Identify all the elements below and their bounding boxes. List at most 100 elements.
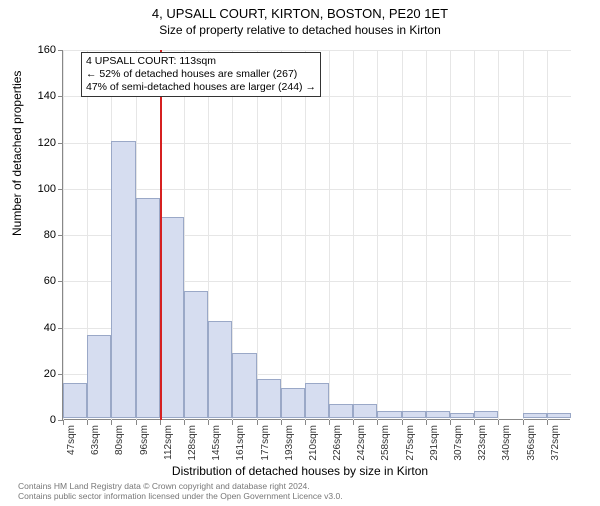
xtick-mark (474, 420, 475, 425)
histogram-bar (426, 411, 450, 418)
xtick-mark (208, 420, 209, 425)
gridline-v (281, 50, 282, 420)
plot-frame: 47sqm63sqm80sqm96sqm112sqm128sqm145sqm16… (62, 50, 570, 420)
xtick-label: 275sqm (405, 425, 416, 461)
annotation-line: 47% of semi-detached houses are larger (… (86, 81, 316, 94)
histogram-bar (257, 379, 281, 418)
gridline-v (353, 50, 354, 420)
ytick-label: 160 (8, 44, 56, 56)
annotation-line: 4 UPSALL COURT: 113sqm (86, 55, 316, 68)
gridline-v (377, 50, 378, 420)
x-axis-label: Distribution of detached houses by size … (0, 464, 600, 478)
xtick-mark (136, 420, 137, 425)
gridline-v (329, 50, 330, 420)
histogram-bar (111, 141, 135, 419)
footer-line-2: Contains public sector information licen… (18, 492, 343, 502)
histogram-bar (63, 383, 87, 418)
xtick-mark (377, 420, 378, 425)
xtick-mark (426, 420, 427, 425)
xtick-label: 80sqm (114, 425, 125, 455)
ytick-label: 80 (8, 229, 56, 241)
gridline-v (450, 50, 451, 420)
xtick-label: 340sqm (501, 425, 512, 461)
xtick-label: 145sqm (211, 425, 222, 461)
chart-title: 4, UPSALL COURT, KIRTON, BOSTON, PE20 1E… (0, 6, 600, 21)
xtick-mark (305, 420, 306, 425)
histogram-bar (402, 411, 426, 418)
gridline-h (63, 189, 571, 190)
histogram-bar (208, 321, 232, 418)
xtick-label: 307sqm (453, 425, 464, 461)
histogram-bar (474, 411, 498, 418)
ytick-label: 60 (8, 275, 56, 287)
histogram-bar (523, 413, 547, 418)
xtick-mark (184, 420, 185, 425)
xtick-label: 63sqm (90, 425, 101, 455)
ytick-label: 100 (8, 183, 56, 195)
xtick-label: 242sqm (356, 425, 367, 461)
xtick-label: 258sqm (380, 425, 391, 461)
histogram-bar (305, 383, 329, 418)
histogram-bar (329, 404, 353, 418)
gridline-h (63, 143, 571, 144)
gridline-h (63, 50, 571, 51)
xtick-mark (281, 420, 282, 425)
gridline-v (523, 50, 524, 420)
annotation-line: ← 52% of detached houses are smaller (26… (86, 68, 316, 81)
histogram-bar (450, 413, 474, 418)
xtick-label: 291sqm (429, 425, 440, 461)
xtick-mark (523, 420, 524, 425)
xtick-mark (402, 420, 403, 425)
histogram-bar (353, 404, 377, 418)
xtick-label: 161sqm (235, 425, 246, 461)
ytick-label: 40 (8, 322, 56, 334)
ytick-label: 140 (8, 90, 56, 102)
xtick-label: 193sqm (284, 425, 295, 461)
annotation-box: 4 UPSALL COURT: 113sqm← 52% of detached … (81, 52, 321, 97)
histogram-bar (281, 388, 305, 418)
xtick-mark (498, 420, 499, 425)
xtick-label: 356sqm (526, 425, 537, 461)
chart-container: 4, UPSALL COURT, KIRTON, BOSTON, PE20 1E… (0, 6, 600, 506)
xtick-mark (232, 420, 233, 425)
xtick-mark (329, 420, 330, 425)
ytick-label: 0 (8, 414, 56, 426)
xtick-mark (353, 420, 354, 425)
gridline-v (474, 50, 475, 420)
xtick-label: 323sqm (477, 425, 488, 461)
xtick-mark (87, 420, 88, 425)
histogram-bar (547, 413, 571, 418)
xtick-mark (63, 420, 64, 425)
ytick-label: 20 (8, 368, 56, 380)
xtick-mark (450, 420, 451, 425)
footer-attribution: Contains HM Land Registry data © Crown c… (18, 482, 343, 502)
xtick-mark (547, 420, 548, 425)
gridline-v (257, 50, 258, 420)
gridline-v (305, 50, 306, 420)
xtick-label: 226sqm (332, 425, 343, 461)
xtick-label: 177sqm (260, 425, 271, 461)
histogram-bar (377, 411, 401, 418)
gridline-v (426, 50, 427, 420)
reference-line (160, 50, 162, 420)
histogram-bar (160, 217, 184, 418)
xtick-label: 96sqm (139, 425, 150, 455)
xtick-label: 372sqm (550, 425, 561, 461)
xtick-mark (111, 420, 112, 425)
gridline-v (63, 50, 64, 420)
ytick-label: 120 (8, 137, 56, 149)
plot-area: 47sqm63sqm80sqm96sqm112sqm128sqm145sqm16… (62, 50, 570, 420)
histogram-bar (87, 335, 111, 418)
histogram-bar (232, 353, 256, 418)
gridline-v (498, 50, 499, 420)
xtick-mark (160, 420, 161, 425)
histogram-bar (184, 291, 208, 418)
gridline-v (547, 50, 548, 420)
chart-subtitle: Size of property relative to detached ho… (0, 23, 600, 37)
xtick-mark (257, 420, 258, 425)
xtick-label: 47sqm (66, 425, 77, 455)
xtick-label: 128sqm (187, 425, 198, 461)
xtick-label: 112sqm (163, 425, 174, 460)
gridline-v (402, 50, 403, 420)
histogram-bar (136, 198, 160, 418)
